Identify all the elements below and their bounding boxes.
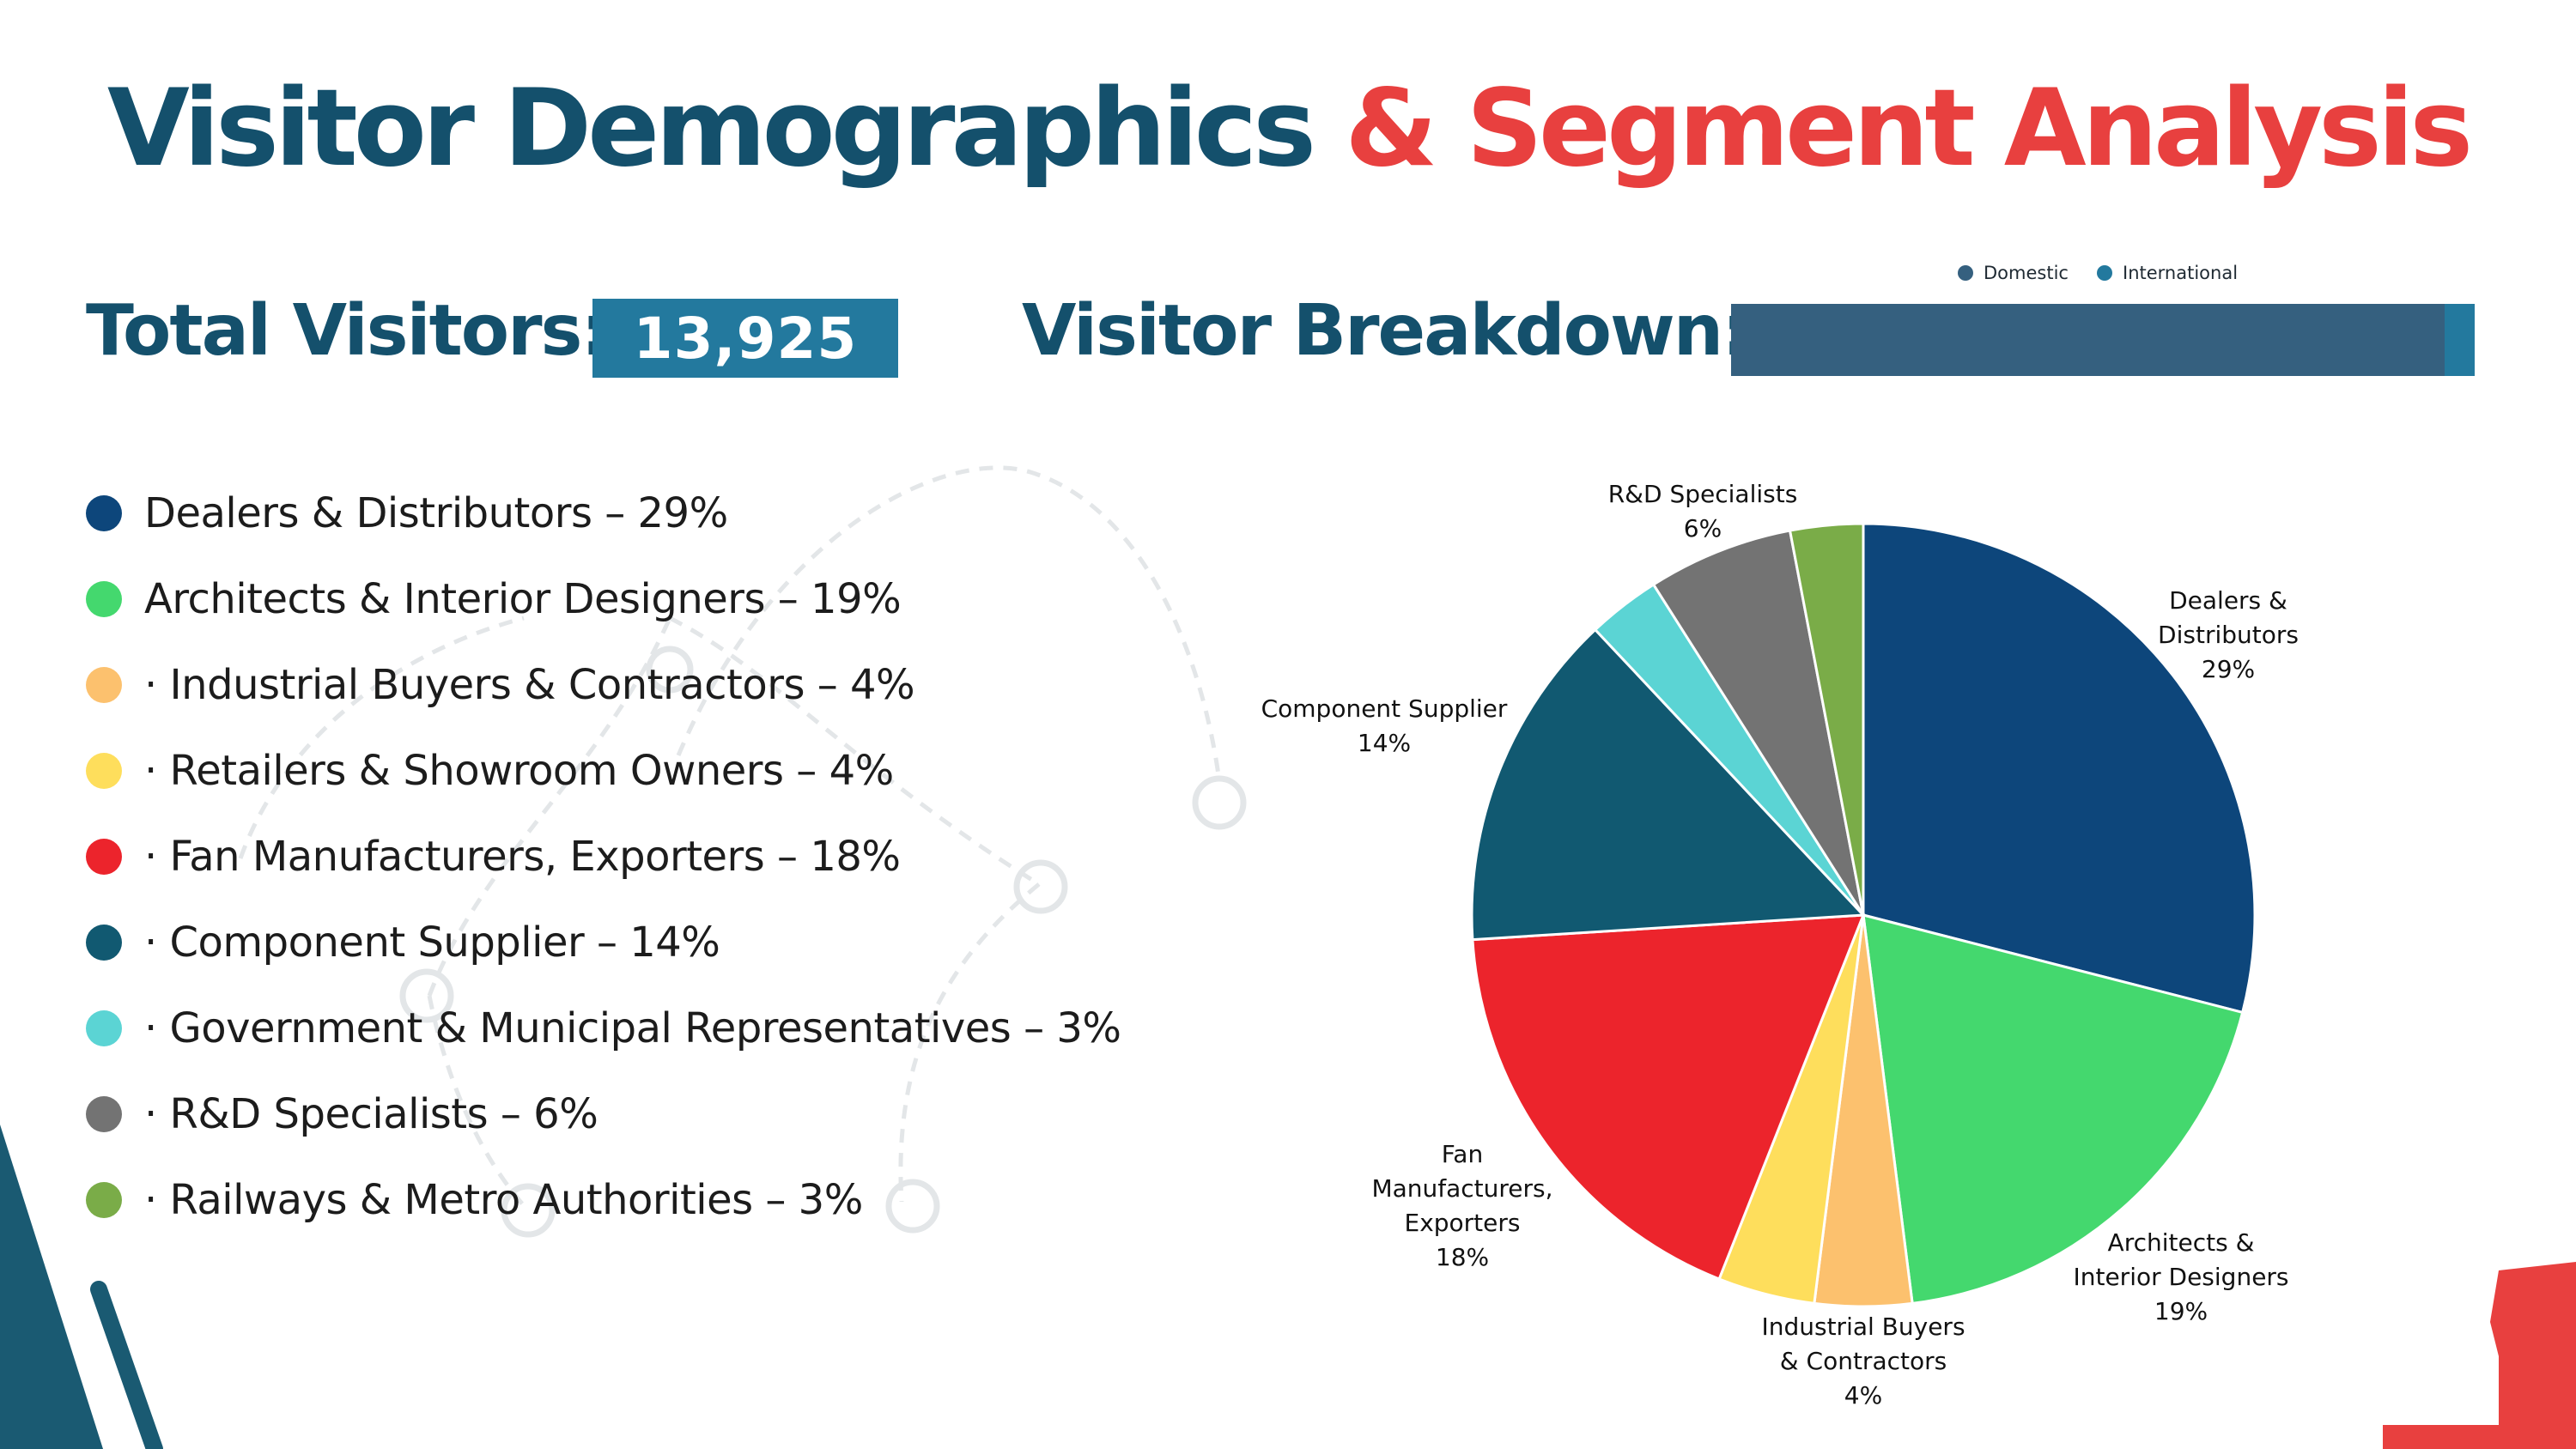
pie-slice-label-line: & Contractors [1779,1347,1947,1375]
visitor-breakdown-bar [1731,304,2475,376]
segment-label: · Government & Municipal Representatives… [144,1004,1121,1052]
segment-label: · Fan Manufacturers, Exporters – 18% [144,833,901,881]
segment-list-item: · R&D Specialists – 6% [86,1090,598,1138]
pie-slice [1470,627,1867,942]
segment-label: · Retailers & Showroom Owners – 4% [144,747,894,795]
pie-slice-label-line: Distributors [2158,621,2299,649]
pie-slice-label-line: Dealers & [2169,586,2287,615]
breakdown-bar-international [2445,304,2475,376]
pie-slice [1651,529,1865,916]
total-visitors-label: Total Visitors: [86,290,609,372]
segment-list-item: Architects & Interior Designers – 19% [86,575,902,623]
segment-list-item: Dealers & Distributors – 29% [86,489,728,537]
segment-color-dot [86,667,122,703]
segment-label: Architects & Interior Designers – 19% [144,575,902,623]
segment-color-dot [86,581,122,617]
pie-slice-label: Architects & Interior Designers 19% [2073,1226,2288,1329]
pie-slice [1788,522,1865,916]
segment-label: · Industrial Buyers & Contractors – 4% [144,661,915,709]
pie-slice-label-line: Industrial Buyers [1761,1313,1965,1341]
segment-color-dot [86,1182,122,1218]
pie-slice-label-line: 6% [1683,514,1722,543]
pie-slice-label: Dealers & Distributors 29% [2158,584,2299,687]
title-primary: Visitor Demographics [106,67,1316,191]
segment-list-item: · Railways & Metro Authorities – 3% [86,1176,863,1224]
segment-label: · R&D Specialists – 6% [144,1090,598,1138]
pie-slice-label-line: 29% [2201,655,2256,683]
pie-slice-label: R&D Specialists 6% [1608,477,1798,546]
pie-slice-label-line: 4% [1844,1381,1883,1410]
pie-slice-label-line: 19% [2154,1297,2208,1325]
title-accent: & Segment Analysis [1345,67,2473,191]
pie-slice-label-line: Manufacturers, [1371,1174,1553,1203]
segment-color-dot [86,753,122,789]
page-title: Visitor Demographics & Segment Analysis [0,67,2576,191]
pie-slice-label-line: Exporters [1404,1209,1521,1237]
legend-label: International [2123,263,2239,283]
breakdown-legend-international: International [2097,263,2238,283]
pie-slice-label: Industrial Buyers & Contractors 4% [1761,1310,1965,1413]
pie-slice-label-line: Architects & [2107,1228,2255,1257]
total-visitors-value: 13,925 [592,299,898,378]
pie-slice-label-line: Component Supplier [1261,694,1508,723]
segment-color-dot [86,1096,122,1132]
segment-list-item: · Government & Municipal Representatives… [86,1004,1121,1052]
pie-slice-label-line: R&D Specialists [1607,480,1798,508]
pie-slice-label-line: Interior Designers [2073,1263,2289,1291]
segment-color-dot [86,839,122,875]
segment-list-item: · Industrial Buyers & Contractors – 4% [86,661,915,709]
segment-label: Dealers & Distributors – 29% [144,489,728,537]
visitor-breakdown-label: Visitor Breakdown: [1022,290,1750,372]
breakdown-bar-domestic [1731,304,2445,376]
segment-list-item: · Fan Manufacturers, Exporters – 18% [86,833,901,881]
segment-list-item: · Retailers & Showroom Owners – 4% [86,747,894,795]
legend-label: Domestic [1984,263,2069,283]
legend-dot [2097,265,2112,281]
segment-label: · Component Supplier – 14% [144,919,720,967]
corner-decoration-right [2383,1262,2576,1449]
pie-slice-label: Component Supplier 14% [1261,692,1508,761]
segment-label: · Railways & Metro Authorities – 3% [144,1176,863,1224]
pie-slice-label-line: 14% [1357,729,1412,757]
segment-color-dot [86,925,122,961]
segment-color-dot [86,495,122,531]
pie-slice [1862,522,2257,1015]
pie-slice-label: Fan Manufacturers, Exporters 18% [1371,1137,1552,1275]
pie-slice-label-line: 18% [1435,1243,1490,1271]
legend-dot [1958,265,1973,281]
segment-list-item: · Component Supplier – 14% [86,919,720,967]
pie-slice [1862,912,2245,1306]
pie-slice [1471,913,1866,1281]
pie-slice-label-line: Fan [1441,1140,1484,1168]
segment-color-dot [86,1010,122,1046]
breakdown-legend-domestic: Domestic [1958,263,2069,283]
corner-decoration-left [0,1125,163,1449]
